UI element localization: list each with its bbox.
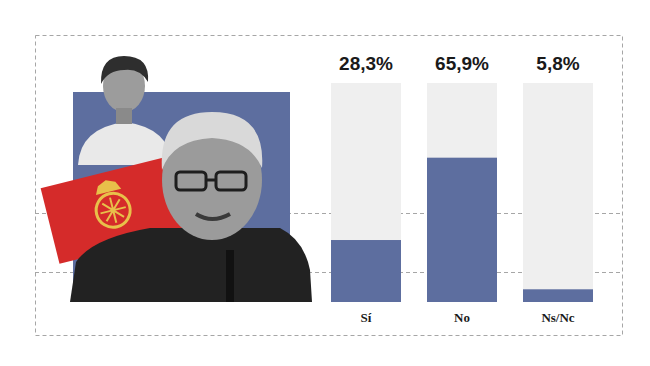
- labels: 28,3% Sí 65,9% No 5,8% Ns/Nc: [339, 53, 580, 325]
- photo-figure: [116, 108, 132, 124]
- photo-figure: [176, 172, 206, 190]
- photo-figure: [101, 56, 148, 84]
- photo-figure: [196, 214, 230, 219]
- flag-chains: [97, 194, 129, 226]
- photo-figure: [162, 112, 263, 170]
- photo-figure: [206, 179, 216, 182]
- bar: [427, 158, 497, 302]
- category-label: No: [454, 310, 470, 325]
- photo-figure: [70, 228, 312, 302]
- data-label: 28,3%: [339, 53, 393, 74]
- data-label: 65,9%: [435, 53, 489, 74]
- dashed-frame: [36, 36, 623, 336]
- category-label: Ns/Nc: [541, 310, 574, 325]
- bar: [523, 289, 593, 302]
- photo-figure: [78, 122, 172, 165]
- photo-collage: [41, 56, 312, 302]
- bars: [331, 158, 593, 302]
- category-label: Sí: [361, 310, 372, 325]
- bar-track: [427, 83, 497, 302]
- bar: [331, 240, 401, 302]
- decoration: [35, 36, 623, 336]
- photo-microphone: [226, 250, 234, 302]
- flag-crown: [93, 177, 121, 195]
- chart-container: 28,3% Sí 65,9% No 5,8% Ns/Nc: [0, 0, 650, 366]
- photo-figure: [216, 172, 246, 190]
- bar-track: [331, 83, 401, 302]
- bar-track: [523, 83, 593, 302]
- chart-svg: 28,3% Sí 65,9% No 5,8% Ns/Nc: [0, 0, 650, 366]
- bar-backgrounds: [331, 83, 593, 302]
- data-label: 5,8%: [536, 53, 579, 74]
- flag-emblem: [93, 190, 134, 231]
